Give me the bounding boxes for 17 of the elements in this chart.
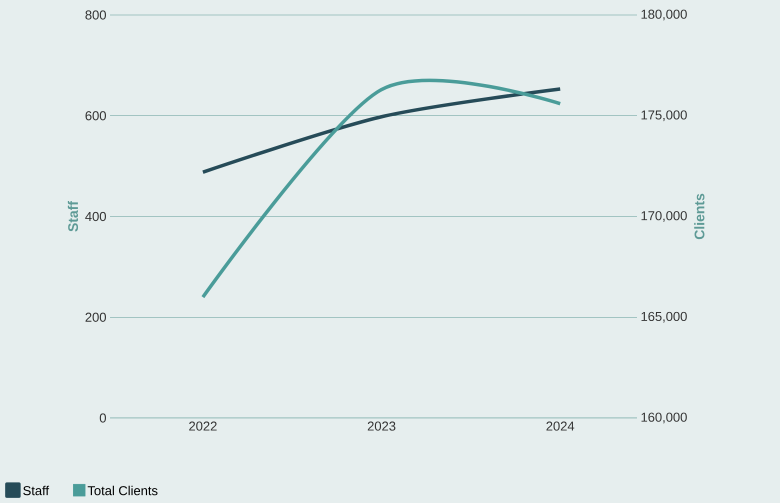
y-tick-label: 400	[85, 212, 106, 222]
y-axis-title: Staff	[68, 200, 78, 232]
legend-label: Staff	[23, 486, 50, 496]
y2-tick-label: 165,000	[642, 312, 687, 323]
y2-tick-label: 160,000	[642, 412, 687, 424]
y2-tick-label: 175,000	[642, 110, 687, 122]
y2-axis-title: Clients	[694, 194, 704, 240]
x-tick-label: 2022	[189, 422, 217, 431]
y-tick-label: 200	[86, 312, 106, 322]
y-tick-label: 600	[86, 111, 106, 120]
legend-label: Total Clients	[88, 486, 158, 496]
y-tick-label: 800	[85, 10, 106, 20]
x-tick-label: 2024	[546, 422, 574, 431]
y2-tick-label: 180,000	[642, 10, 687, 20]
y2-tick-label: 170,000	[642, 211, 687, 222]
x-tick-label: 2023	[368, 422, 396, 431]
y-tick-label: 0	[100, 413, 106, 423]
